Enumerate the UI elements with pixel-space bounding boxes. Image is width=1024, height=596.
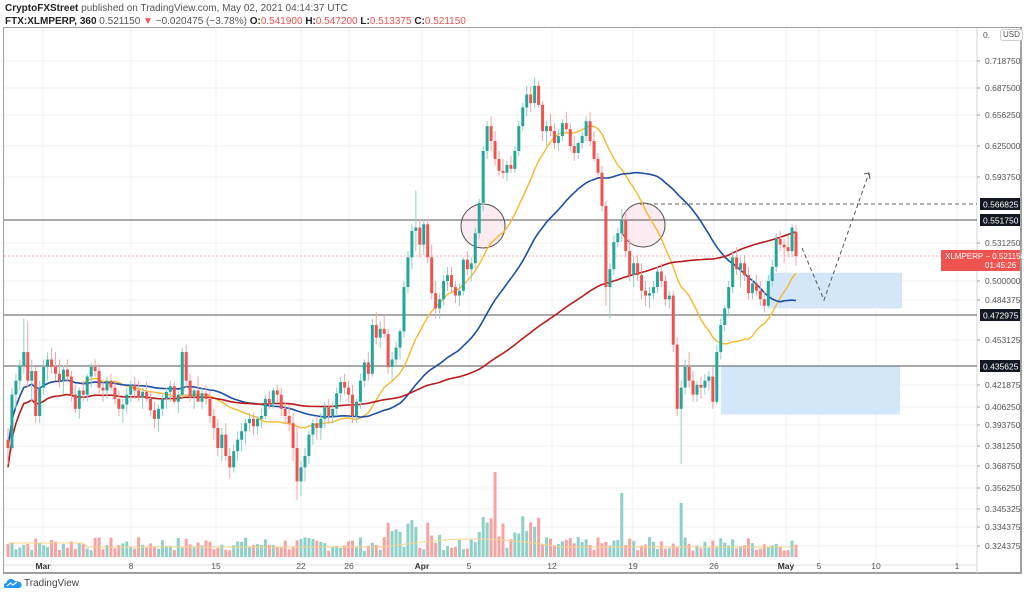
price-change: −0.020475 (−3.78%)	[155, 16, 247, 27]
demand-zones	[721, 272, 902, 415]
svg-text:01:45:26: 01:45:26	[985, 261, 1017, 270]
high-label: H:	[305, 16, 316, 27]
svg-text:19: 19	[628, 561, 638, 571]
open-value: 0.541900	[260, 16, 303, 27]
tradingview-logo[interactable]: TradingView	[4, 578, 79, 589]
svg-text:XLMPERP − 0.521150: XLMPERP − 0.521150	[945, 252, 1024, 261]
high-value: 0.547200	[315, 16, 358, 27]
svg-text:8: 8	[129, 561, 134, 571]
svg-text:0.625000: 0.625000	[985, 141, 1021, 151]
svg-text:0.356250: 0.356250	[985, 483, 1021, 493]
svg-text:10: 10	[871, 561, 881, 571]
chart-header: CryptoFXStreet published on TradingView.…	[5, 2, 466, 28]
down-arrow-icon: ▼	[143, 16, 153, 27]
svg-text:Mar: Mar	[35, 561, 51, 571]
publish-line: CryptoFXStreet published on TradingView.…	[5, 2, 466, 15]
svg-text:0.593750: 0.593750	[985, 172, 1021, 182]
candlesticks	[6, 77, 798, 501]
svg-text:0.435625: 0.435625	[983, 362, 1019, 372]
symbol-label: FTX:XLMPERP, 360	[5, 16, 97, 27]
svg-text:0.531250: 0.531250	[985, 238, 1021, 248]
svg-text:0.472975: 0.472975	[983, 311, 1019, 321]
horizontal-levels	[4, 203, 977, 367]
svg-text:26: 26	[344, 561, 354, 571]
svg-text:Apr: Apr	[415, 561, 430, 571]
svg-text:0.421875: 0.421875	[985, 380, 1021, 390]
svg-text:0.484375: 0.484375	[985, 295, 1021, 305]
svg-text:0.687500: 0.687500	[985, 83, 1021, 93]
low-value: 0.513375	[369, 16, 412, 27]
svg-text:0.656250: 0.656250	[985, 110, 1021, 120]
price-axis[interactable]: 0.718750 0.687500 0.656250 0.625000 0.593750…	[977, 56, 1021, 551]
close-value: 0.521150	[424, 16, 466, 27]
brand-name: TradingView	[24, 578, 80, 589]
time-axis[interactable]: Mar 8 15 22 26 Apr 5 12 19 26 May 5 10 1	[35, 561, 959, 571]
svg-text:22: 22	[296, 561, 306, 571]
svg-text:26: 26	[709, 561, 719, 571]
price-labels: 0.566825 0.551750 0.472975 0.435625 XLMPERP …	[941, 198, 1024, 372]
svg-text:0.381250: 0.381250	[985, 441, 1021, 451]
svg-text:0.453125: 0.453125	[985, 335, 1021, 345]
chart-frame	[3, 27, 1022, 574]
resistance-circles	[460, 202, 666, 249]
svg-text:0.406250: 0.406250	[985, 402, 1021, 412]
volume-bars	[6, 472, 798, 557]
svg-text:0.334375: 0.334375	[985, 522, 1021, 532]
low-label: L:	[360, 16, 370, 27]
price-axis-top-label: 0.	[983, 30, 991, 40]
svg-text:0.393750: 0.393750	[985, 420, 1021, 430]
last-price: 0.521150	[99, 16, 141, 27]
tradingview-cloud-icon	[4, 579, 22, 588]
published-text: published on TradingView.com, May 02, 20…	[81, 3, 348, 14]
svg-text:May: May	[778, 561, 795, 571]
currency-badge[interactable]: USD	[1000, 29, 1023, 41]
publisher-name[interactable]: CryptoFXStreet	[5, 3, 79, 14]
svg-text:0.718750: 0.718750	[985, 56, 1021, 66]
svg-text:0.500000: 0.500000	[985, 276, 1021, 286]
open-label: O:	[249, 16, 261, 27]
svg-text:0.566825: 0.566825	[983, 200, 1019, 210]
svg-text:0.345325: 0.345325	[985, 504, 1021, 514]
svg-text:0.368750: 0.368750	[985, 461, 1021, 471]
svg-text:12: 12	[547, 561, 557, 571]
svg-text:0.551750: 0.551750	[983, 216, 1019, 226]
close-label: C:	[414, 16, 425, 27]
projection-path	[801, 172, 871, 302]
svg-text:5: 5	[467, 561, 472, 571]
svg-text:0.324375: 0.324375	[985, 541, 1021, 551]
svg-text:5: 5	[817, 561, 822, 571]
svg-text:15: 15	[211, 561, 221, 571]
ohlc-line: FTX:XLMPERP, 360 0.521150 ▼ −0.020475 (−…	[5, 15, 466, 28]
svg-text:1: 1	[955, 561, 960, 571]
